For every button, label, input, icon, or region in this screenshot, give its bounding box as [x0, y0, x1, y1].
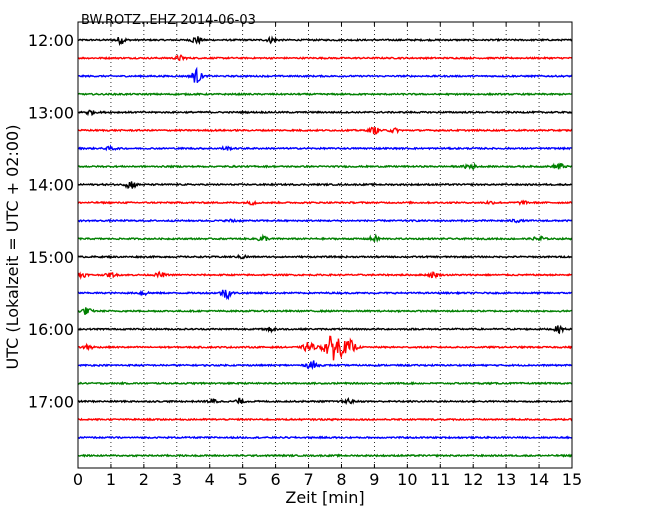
- trace-1300: [77, 109, 573, 117]
- x-tick-label: 4: [205, 470, 215, 489]
- trace-1615: [77, 335, 573, 361]
- x-tick-label: 7: [303, 470, 313, 489]
- y-tick-label: 15:00: [28, 248, 74, 267]
- x-tick-label: 15: [562, 470, 582, 489]
- x-tick-label: 0: [73, 470, 83, 489]
- trace-1415: [77, 199, 573, 206]
- seismic-traces: [77, 35, 573, 458]
- trace-1645: [78, 381, 573, 386]
- trace-1215: [78, 54, 573, 62]
- x-tick-label: 9: [369, 470, 379, 489]
- axes-frame: [77, 21, 573, 469]
- trace-1430: [77, 218, 573, 224]
- trace-1400: [77, 181, 573, 190]
- x-tick-label: 11: [430, 470, 450, 489]
- x-tick-label: 3: [172, 470, 182, 489]
- y-tick-label: 16:00: [28, 320, 74, 339]
- x-axis-label: Zeit [min]: [285, 488, 364, 507]
- y-tick-label: 14:00: [28, 176, 74, 195]
- x-tick-label: 10: [397, 470, 417, 489]
- x-tick-label: 2: [139, 470, 149, 489]
- trace-1745: [77, 453, 573, 458]
- trace-1200: [77, 35, 572, 47]
- trace-1730: [77, 435, 573, 440]
- x-tick-label: 5: [238, 470, 248, 489]
- trace-1345: [77, 162, 572, 171]
- x-tick-label: 13: [496, 470, 516, 489]
- trace-1315: [77, 126, 573, 135]
- trace-1330: [77, 144, 573, 152]
- trace-1600: [77, 324, 573, 335]
- trace-1530: [77, 289, 573, 301]
- trace-1500: [77, 253, 573, 260]
- trace-1700: [77, 397, 573, 406]
- trace-1630: [77, 360, 573, 371]
- trace-1445: [77, 233, 573, 243]
- y-tick-label: 12:00: [28, 31, 74, 50]
- y-tick-label: 13:00: [28, 103, 74, 122]
- x-tick-label: 14: [529, 470, 549, 489]
- y-axis-label: UTC (Lokalzeit = UTC + 02:00): [3, 125, 22, 370]
- trace-1715: [77, 417, 573, 422]
- trace-1245: [77, 91, 572, 97]
- trace-1230: [77, 66, 573, 83]
- x-tick-label: 8: [336, 470, 346, 489]
- x-tick-label: 1: [106, 470, 116, 489]
- y-tick-label: 17:00: [28, 392, 74, 411]
- trace-1515: [77, 270, 573, 280]
- y-axis-ticks: 12:00 13:00 14:00 15:00 16:00 17:00: [28, 31, 572, 411]
- x-tick-label: 12: [463, 470, 483, 489]
- x-axis-ticks: 0 1 2 3 4 5 6 7 8 9 10 11 12 13 14 15: [73, 22, 582, 489]
- trace-1545: [78, 307, 573, 315]
- chart-title: BW.ROTZ..EHZ 2014-06-03: [81, 13, 256, 28]
- x-tick-label: 6: [271, 470, 281, 489]
